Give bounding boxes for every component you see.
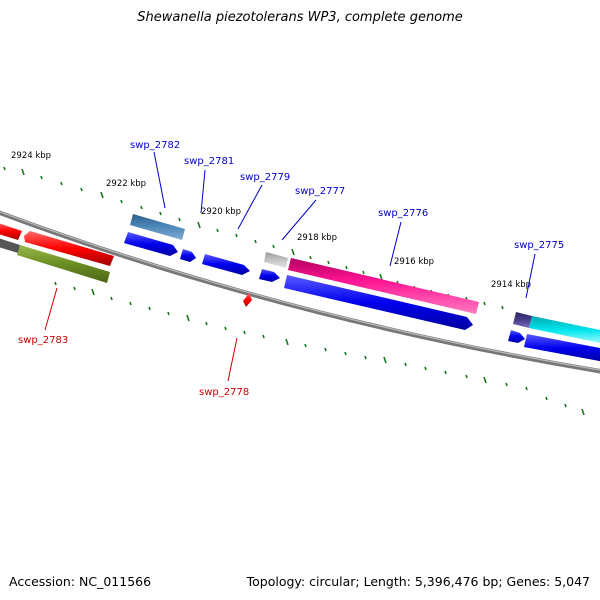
- gene-gray[interactable]: [264, 252, 288, 268]
- gene-cyan[interactable]: [529, 316, 600, 344]
- gene-label-swp-2775[interactable]: swp_2775: [514, 240, 564, 251]
- gene-label-swp-2782[interactable]: swp_2782: [130, 140, 180, 151]
- cds-arrow-6[interactable]: [508, 330, 525, 343]
- gene-navy[interactable]: [513, 312, 532, 328]
- inner-tick-marks: [54, 281, 585, 416]
- kbp-label-2916: 2916 kbp: [394, 257, 434, 267]
- genome-backbone: [0, 210, 600, 374]
- gene-red-arrow[interactable]: [24, 231, 114, 266]
- gene-pink[interactable]: [288, 258, 479, 314]
- gene-swp-2778-marker[interactable]: [243, 293, 252, 307]
- topology-text: Topology: circular; Length: 5,396,476 bp…: [246, 574, 590, 589]
- kbp-label-2914: 2914 kbp: [491, 280, 531, 290]
- kbp-label-2922: 2922 kbp: [106, 179, 146, 189]
- gene-label-swp-2781[interactable]: swp_2781: [184, 156, 234, 167]
- cds-arrow-4[interactable]: [259, 269, 280, 282]
- cds-track: [124, 232, 600, 362]
- gene-label-swp-2783[interactable]: swp_2783: [18, 335, 68, 346]
- gene-label-swp-2776[interactable]: swp_2776: [378, 208, 428, 219]
- map-title: Shewanella piezotolerans WP3, complete g…: [137, 10, 463, 25]
- gene-gray-left[interactable]: [0, 237, 20, 253]
- cds-arrow-2[interactable]: [180, 249, 196, 262]
- cds-arrow-5[interactable]: [284, 275, 473, 330]
- gene-label-swp-2777[interactable]: swp_2777: [295, 186, 345, 197]
- cds-arrow-3[interactable]: [202, 254, 250, 275]
- kbp-label-2918: 2918 kbp: [297, 233, 337, 243]
- cds-arrow-7[interactable]: [524, 334, 600, 362]
- gene-red-left[interactable]: [0, 222, 22, 240]
- gene-label-swp-2778[interactable]: swp_2778: [199, 387, 249, 398]
- accession-text: Accession: NC_011566: [9, 574, 152, 589]
- gene-steel[interactable]: [130, 214, 185, 240]
- cds-arrow-1[interactable]: [124, 232, 178, 256]
- outer-tick-marks: [3, 166, 504, 310]
- gene-olive[interactable]: [17, 245, 110, 283]
- feature-track: [0, 214, 600, 344]
- label-leader-lines: [44, 151, 536, 382]
- gene-label-swp-2779[interactable]: swp_2779: [240, 172, 290, 183]
- kbp-label-2924: 2924 kbp: [11, 151, 51, 161]
- kbp-label-2920: 2920 kbp: [201, 207, 241, 217]
